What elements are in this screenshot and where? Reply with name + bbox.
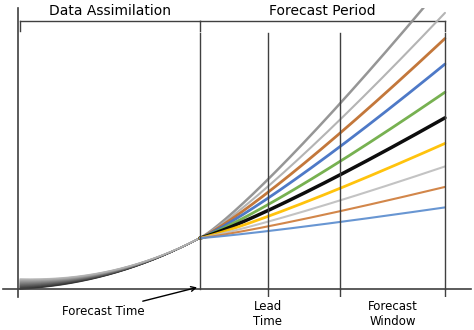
Text: Lead
Time: Lead Time <box>253 300 282 328</box>
Text: Forecast Period: Forecast Period <box>269 4 376 18</box>
Text: Forecast Time: Forecast Time <box>62 287 196 318</box>
Text: Data Assimilation: Data Assimilation <box>49 4 171 18</box>
Text: Forecast
Window: Forecast Window <box>367 300 417 328</box>
